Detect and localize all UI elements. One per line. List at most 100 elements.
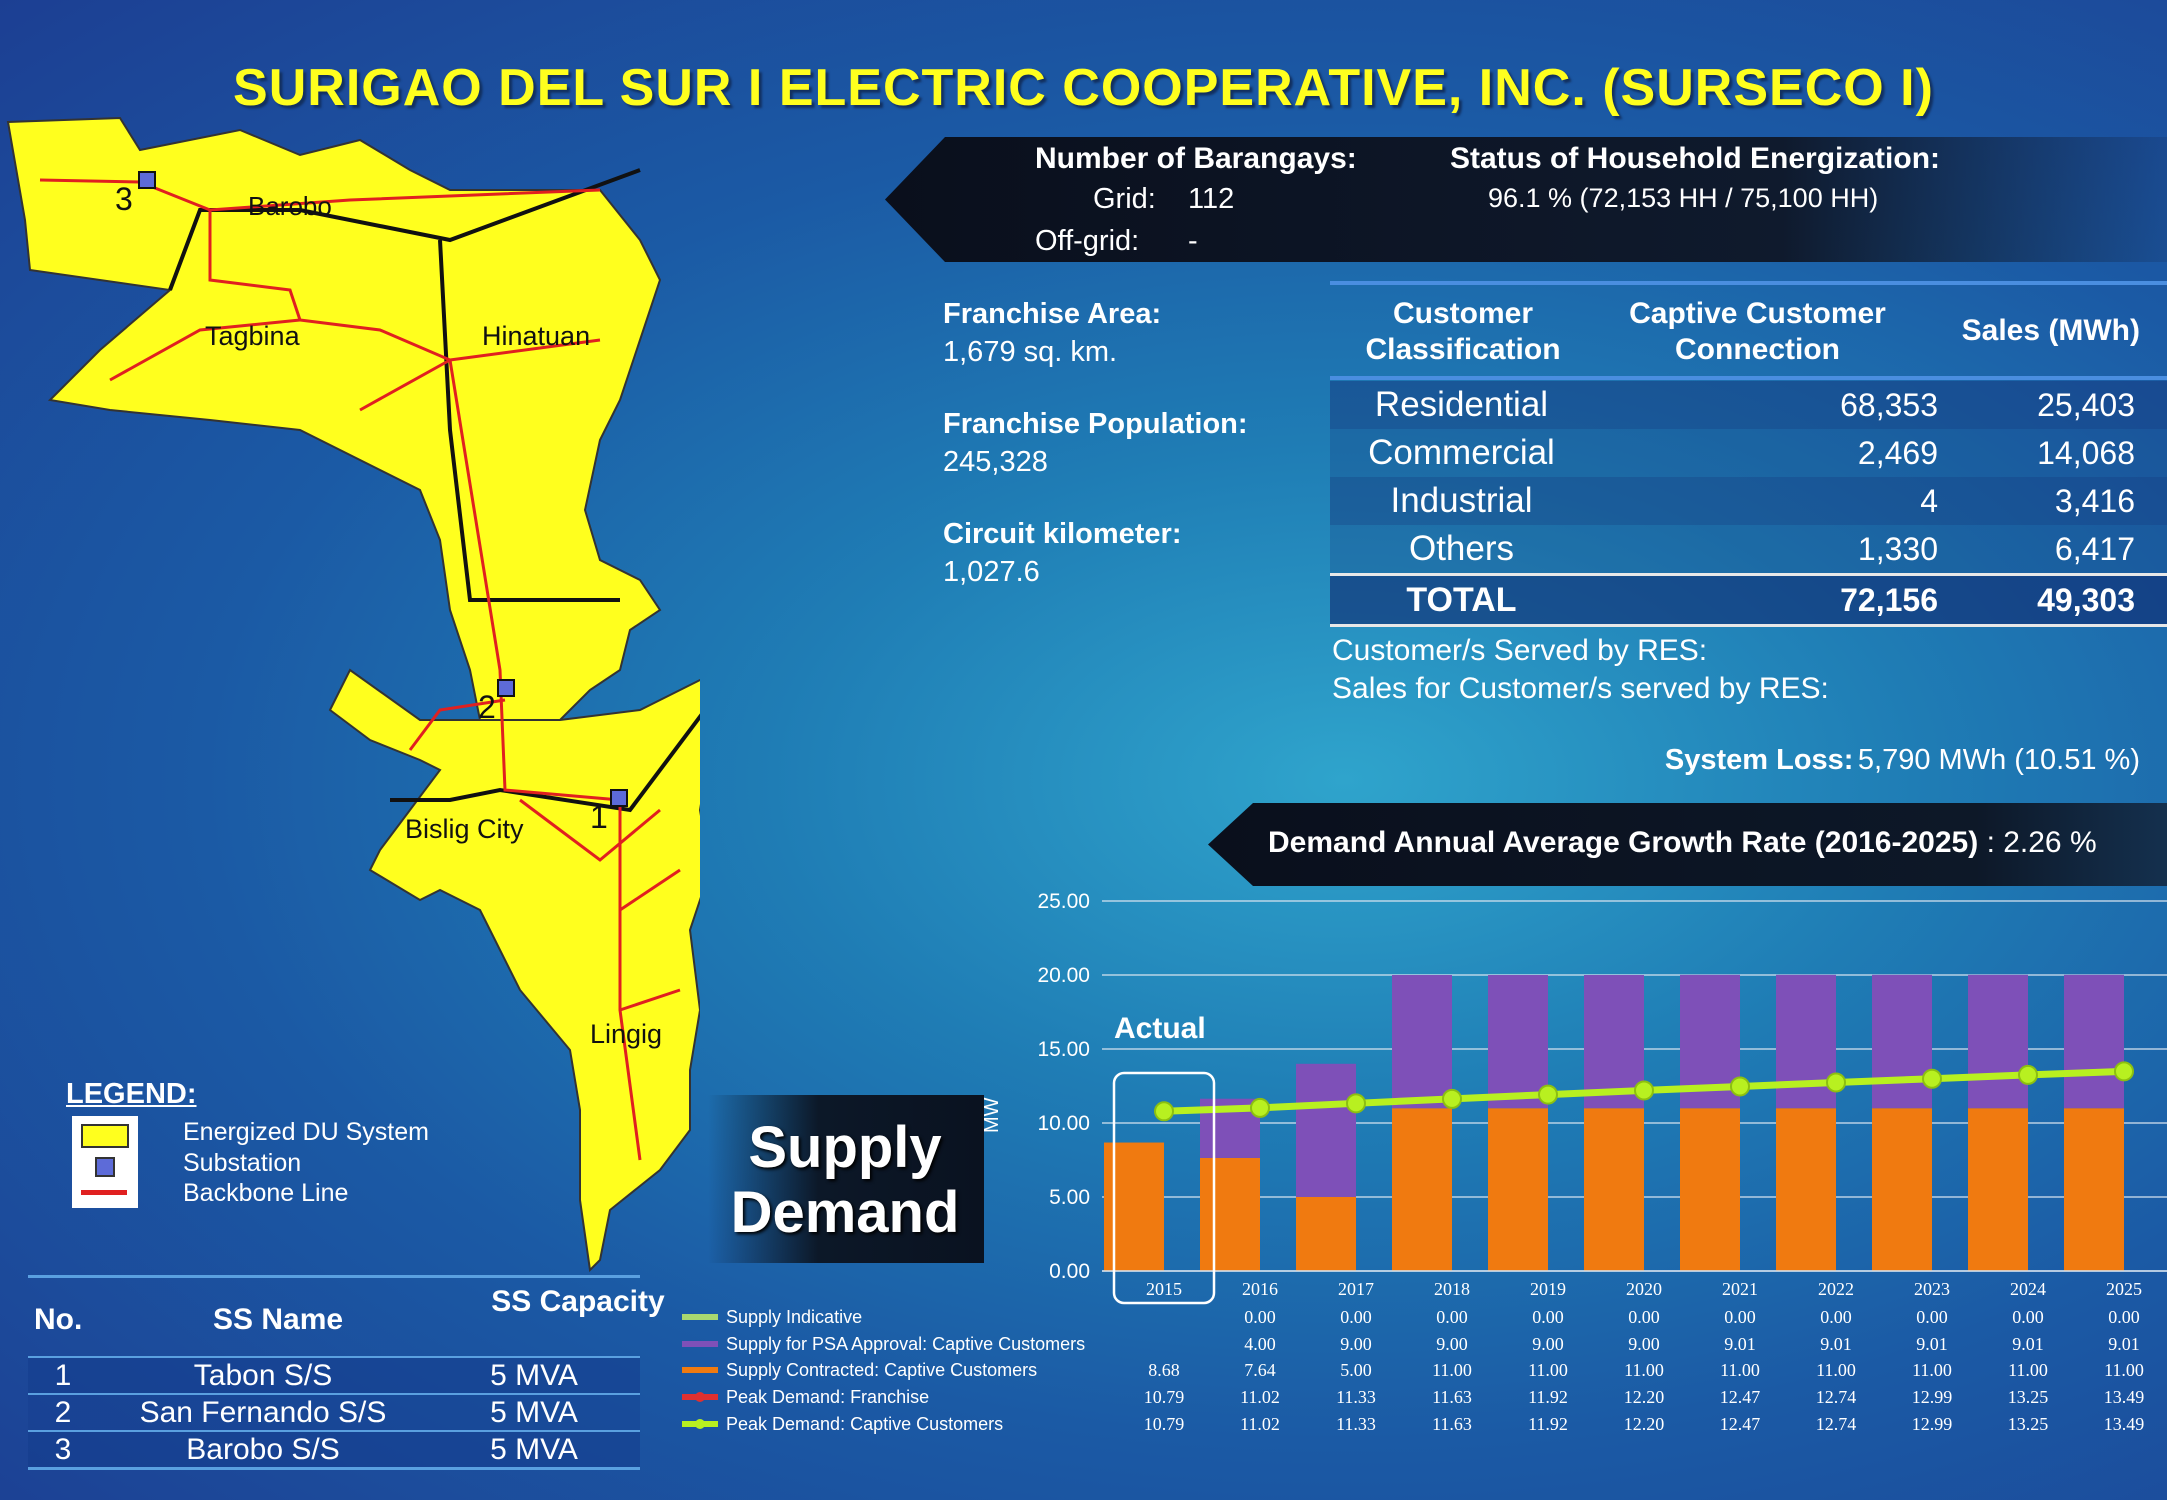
map-boundary-1: [168, 168, 641, 291]
supply-demand-label: Supply Demand: [725, 1115, 965, 1245]
x-tick-label: 2016: [1242, 1279, 1278, 1299]
growth-value: : 2.26 %: [1986, 826, 2097, 859]
actual-highlight-box: [1112, 1071, 1216, 1305]
row-sales: 6,417: [2054, 530, 2135, 567]
data-table-value: 12.74: [1816, 1387, 1857, 1407]
franchise-area-value: 1,679 sq. km.: [943, 336, 1118, 368]
x-tick-label: 2025: [2106, 1279, 2142, 1299]
x-tick-label: 2017: [1338, 1279, 1374, 1299]
supply-demand-chart: 0.00 5.00 10.00 15.00 20.00 25.00 MW 2015 2016 20…: [682, 890, 2167, 1434]
data-table-value: 11.00: [1528, 1360, 1568, 1380]
offgrid-label: Off-grid:: [1035, 225, 1140, 257]
row-sales: 25,403: [2037, 386, 2135, 423]
header-connection: Captive Customer Connection: [1629, 297, 1886, 366]
y-tick-label: 15.00: [1037, 1038, 1090, 1061]
y-tick-label: 10.00: [1037, 1112, 1090, 1135]
data-table-value: 0.00: [1532, 1307, 1564, 1327]
data-table-value: 11.02: [1240, 1387, 1280, 1407]
data-table-value: 8.68: [1148, 1360, 1180, 1380]
ss-capacity: 5 MVA: [490, 1432, 578, 1466]
data-table-value: 11.00: [2104, 1360, 2144, 1380]
data-table-value: 0.00: [1820, 1307, 1852, 1327]
ss-no: 1: [54, 1358, 72, 1392]
total-sales: 49,303: [2037, 581, 2135, 618]
bar-supply-contracted: [2064, 1108, 2124, 1271]
customer-row: Residential 68,353 25,403: [1330, 381, 2167, 429]
ss-capacity: 5 MVA: [490, 1358, 578, 1392]
legend-item-backbone: Backbone Line: [183, 1179, 349, 1207]
legend-item-energized: Energized DU System: [183, 1118, 429, 1146]
data-table-value: 0.00: [2012, 1307, 2044, 1327]
data-table-value: 11.33: [1336, 1387, 1376, 1407]
x-tick-label: 2020: [1626, 1279, 1662, 1299]
point-peak-demand: [1154, 1101, 1174, 1122]
growth-banner: [1208, 803, 2167, 886]
ss-name: Barobo S/S: [186, 1432, 340, 1466]
customer-row: Industrial 4 3,416: [1330, 477, 2167, 525]
bar-supply-contracted: [1488, 1108, 1548, 1271]
map-label-barobo: Barobo: [248, 191, 332, 221]
page-title: SURIGAO DEL SUR I ELECTRIC COOPERATIVE, …: [233, 59, 1934, 117]
backbone-line-5: [109, 318, 301, 382]
row-connection: 2,469: [1857, 434, 1938, 471]
row-sales: 3,416: [2054, 482, 2135, 519]
map-label-s2: 2: [478, 689, 496, 725]
x-tick-label: 2018: [1434, 1279, 1470, 1299]
row-classification: Others: [1408, 529, 1515, 568]
data-table-value: 12.47: [1720, 1414, 1761, 1434]
substation-marker-2: [497, 679, 515, 697]
data-table-value: 0.00: [1244, 1307, 1276, 1327]
row-connection: 4: [1920, 482, 1938, 519]
grid-label: Grid:: [1093, 183, 1156, 215]
backbone-line-icon: [81, 1190, 127, 1195]
row-classification: Residential: [1374, 385, 1549, 424]
y-tick-label: 20.00: [1037, 964, 1090, 987]
res-customers-label: Customer/s Served by RES:: [1332, 634, 1708, 667]
data-table-value: 5.00: [1340, 1360, 1372, 1380]
data-table-value: 9.01: [2012, 1334, 2044, 1354]
substation-marker-1: [610, 789, 628, 807]
data-table-value: 13.49: [2104, 1387, 2145, 1407]
point-peak-demand: [1730, 1076, 1750, 1097]
row-classification: Industrial: [1390, 481, 1533, 520]
data-table-value: 4.00: [1244, 1334, 1276, 1354]
system-loss-value: 5,790 MWh (10.51 %): [1857, 744, 2140, 776]
energized-du-system-icon: [81, 1124, 129, 1148]
data-table-value: 11.00: [1432, 1360, 1472, 1380]
ss-row: 3 Barobo S/S 5 MVA: [28, 1431, 640, 1469]
data-table-value: 0.00: [2108, 1307, 2140, 1327]
data-table-value: 0.00: [1436, 1307, 1468, 1327]
map-boundary-2: [438, 239, 620, 602]
point-peak-demand: [1250, 1097, 1270, 1118]
bar-supply-contracted: [1776, 1108, 1836, 1271]
ss-no: 2: [54, 1395, 72, 1429]
x-tick-label: 2015: [1146, 1279, 1182, 1299]
point-peak-demand: [1346, 1093, 1366, 1114]
data-table-value: 13.25: [2008, 1414, 2049, 1434]
row-sales: 14,068: [2037, 434, 2135, 471]
data-table-value: 12.20: [1624, 1414, 1665, 1434]
x-tick-label: 2024: [2010, 1279, 2046, 1299]
customer-total-row: TOTAL 72,156 49,303: [1330, 574, 2167, 626]
customer-table-top-rule: [1330, 281, 2167, 285]
point-peak-demand: [2114, 1061, 2134, 1082]
data-table-value: 11.92: [1528, 1387, 1568, 1407]
data-table-value: 13.25: [2008, 1387, 2049, 1407]
point-peak-demand: [1442, 1088, 1462, 1109]
map-label-bislig: Bislig City: [405, 814, 524, 844]
row-connection: 1,330: [1857, 530, 1938, 567]
ss-capacity: 5 MVA: [490, 1395, 578, 1429]
legend-title: LEGEND:: [66, 1078, 197, 1110]
data-table-value: 9.01: [2108, 1334, 2140, 1354]
franchise-population-value: 245,328: [943, 446, 1048, 478]
annotation-actual: Actual: [1114, 1012, 1206, 1045]
map-boundary-3: [390, 713, 700, 813]
data-table-value: 9.00: [1436, 1334, 1468, 1354]
backbone-line-6: [359, 338, 681, 1012]
legend-item-substation: Substation: [183, 1149, 302, 1177]
data-table-value: 0.00: [1628, 1307, 1660, 1327]
res-sales-label: Sales for Customer/s served by RES:: [1332, 672, 1829, 705]
backbone-line-1: [139, 180, 601, 212]
ss-row: 1 Tabon S/S 5 MVA: [28, 1357, 640, 1394]
series-legend-label: Supply for PSA Approval: Captive Custome…: [726, 1334, 1085, 1354]
